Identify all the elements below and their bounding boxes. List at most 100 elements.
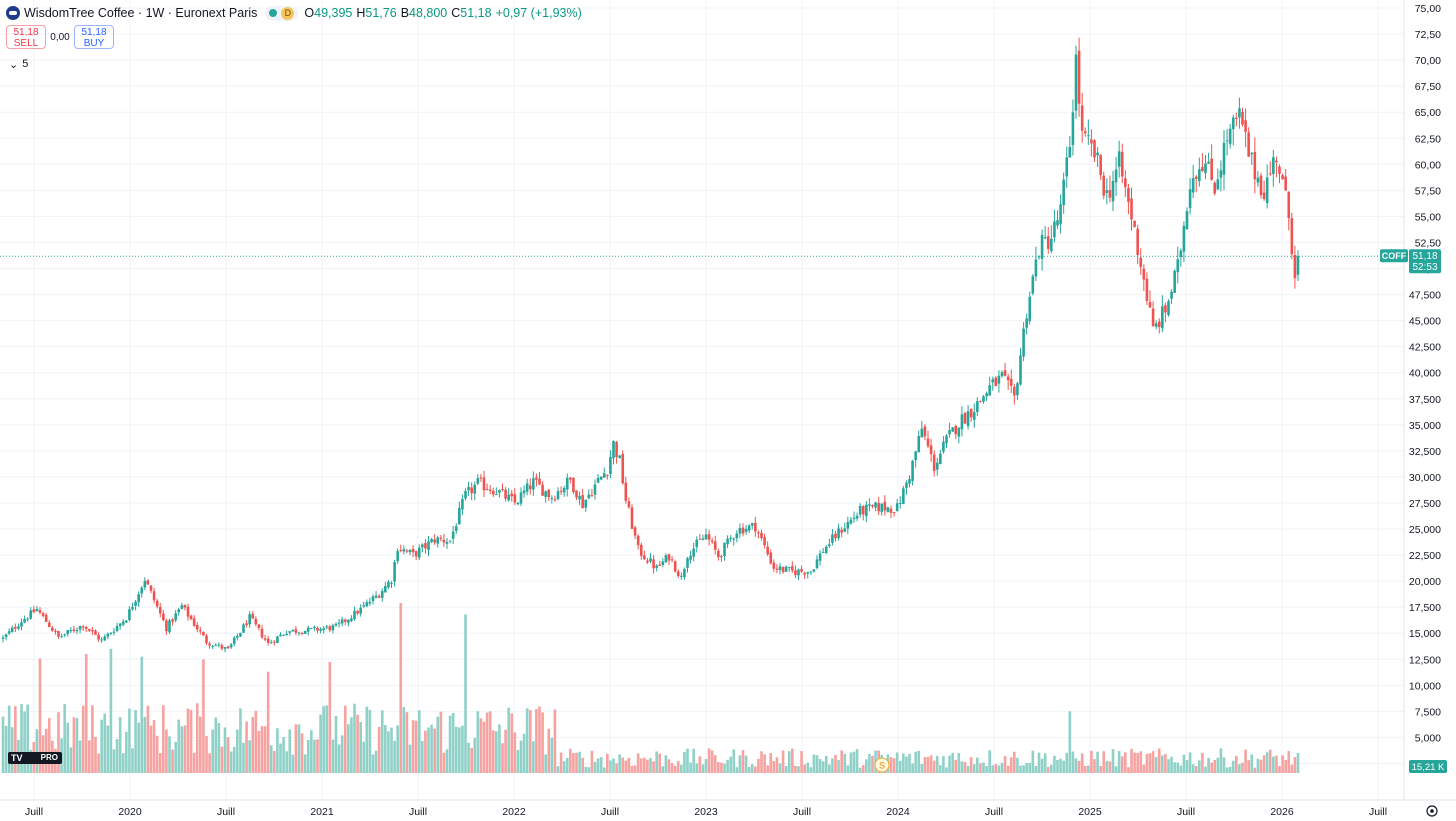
volume-bar	[310, 730, 313, 773]
candle-body	[698, 538, 702, 540]
indicators-toggle[interactable]: ⌄ 5	[6, 57, 31, 71]
volume-bar	[199, 716, 202, 773]
volume-bar	[895, 752, 899, 773]
volume-bar	[1173, 762, 1176, 773]
volume-bar	[421, 740, 424, 773]
volume-bar	[448, 715, 452, 773]
volume-bar	[325, 705, 329, 773]
volume-bar	[106, 725, 110, 773]
volume-bar	[174, 741, 177, 773]
time-axis[interactable]: Juill 2020 Juill 2021 Juill 2022 Juill 2023 Juil…	[0, 799, 1456, 818]
volume-bar	[997, 765, 1001, 773]
candle-body	[229, 644, 233, 648]
volume-bar	[664, 755, 668, 773]
candle-body	[1124, 178, 1127, 188]
volume-bar	[1062, 760, 1065, 773]
price-tick-label: 35,000	[1409, 420, 1441, 432]
candle-body	[994, 377, 998, 387]
tradingview-logo[interactable]: TV PRO	[8, 752, 62, 764]
volume-bar	[510, 713, 514, 773]
symbol-title[interactable]: WisdomTree Coffee · 1W · Euronext Paris	[24, 6, 258, 20]
volume-bar	[7, 705, 11, 773]
volume-bar	[257, 730, 261, 773]
candle-body	[328, 626, 332, 631]
volume-bar	[852, 751, 856, 773]
candle-body	[1194, 176, 1198, 179]
candle-body	[516, 502, 520, 505]
volume-bar	[898, 760, 902, 773]
volume-bar	[686, 748, 689, 773]
volume-bar	[948, 755, 951, 773]
candle-body	[97, 634, 100, 640]
volume-bar	[1127, 767, 1130, 773]
candle-body	[935, 462, 939, 470]
volume-bar	[263, 726, 267, 773]
candle-body	[865, 504, 868, 517]
volume-bar	[535, 708, 538, 773]
time-tick-label: Juill	[601, 806, 619, 818]
volume-bar	[569, 748, 572, 773]
candle-body	[843, 528, 847, 532]
candle-body	[217, 644, 221, 646]
candle-body	[319, 629, 322, 631]
candle-body	[547, 489, 551, 498]
candle-body	[818, 553, 822, 561]
candle-body	[738, 528, 742, 534]
candle-body	[630, 507, 634, 529]
volume-bar	[177, 719, 181, 773]
candle-body	[220, 645, 224, 649]
volume-bar	[800, 751, 803, 773]
candle-body	[134, 601, 137, 606]
price-axis[interactable]: 75,00 72,50 70,00 67,50 65,00 62,50 60,00 57,50…	[1403, 0, 1456, 821]
volume-bar	[1225, 767, 1229, 773]
volume-bar	[445, 749, 449, 773]
volume-bar	[732, 749, 736, 773]
market-status-pill[interactable]: D	[265, 5, 299, 21]
volume-bar	[599, 757, 603, 773]
candle-body	[158, 606, 162, 614]
volume-bar	[692, 748, 695, 773]
candle-body	[581, 495, 584, 508]
earnings-marker[interactable]: S	[874, 757, 890, 773]
price-tick-label: 70,00	[1415, 55, 1441, 67]
market-open-dot-icon	[269, 9, 278, 17]
candle-body	[976, 401, 979, 412]
candle-body	[10, 627, 14, 632]
candle-body	[991, 379, 995, 383]
volume-bar	[1120, 756, 1124, 773]
volume-bar	[695, 763, 699, 773]
candle-body	[1185, 211, 1189, 230]
candle-body	[183, 604, 187, 608]
volume-bar	[1228, 766, 1232, 773]
candle-body	[803, 572, 806, 575]
volume-bar	[935, 755, 939, 773]
volume-bar	[766, 765, 769, 773]
volume-bar	[815, 755, 819, 773]
volume-bar	[1053, 755, 1056, 773]
candle-body	[713, 541, 717, 550]
settings-gear-icon[interactable]	[1426, 805, 1438, 817]
price-tick-label: 60,00	[1415, 159, 1441, 171]
volume-bar	[168, 736, 171, 773]
sell-button[interactable]: 51,18 SELL	[6, 25, 46, 49]
volume-bar	[1056, 760, 1059, 773]
volume-bar	[211, 729, 214, 773]
volume-bar	[713, 755, 717, 773]
buy-button[interactable]: 51,18 BUY	[74, 25, 114, 49]
candle-body	[414, 551, 418, 557]
volume-bar	[63, 704, 66, 773]
candle-body	[353, 610, 356, 620]
candle-body	[337, 622, 341, 624]
candle-body	[868, 504, 871, 506]
volume-bar	[778, 763, 782, 773]
volume-bar	[994, 764, 998, 773]
close-label: C	[451, 6, 461, 20]
candle-body	[969, 408, 973, 418]
candle-body	[1198, 169, 1201, 182]
volume-bar	[639, 758, 643, 773]
volume-bar	[590, 750, 594, 773]
candle-body	[797, 569, 800, 576]
candle-body	[1083, 131, 1087, 134]
